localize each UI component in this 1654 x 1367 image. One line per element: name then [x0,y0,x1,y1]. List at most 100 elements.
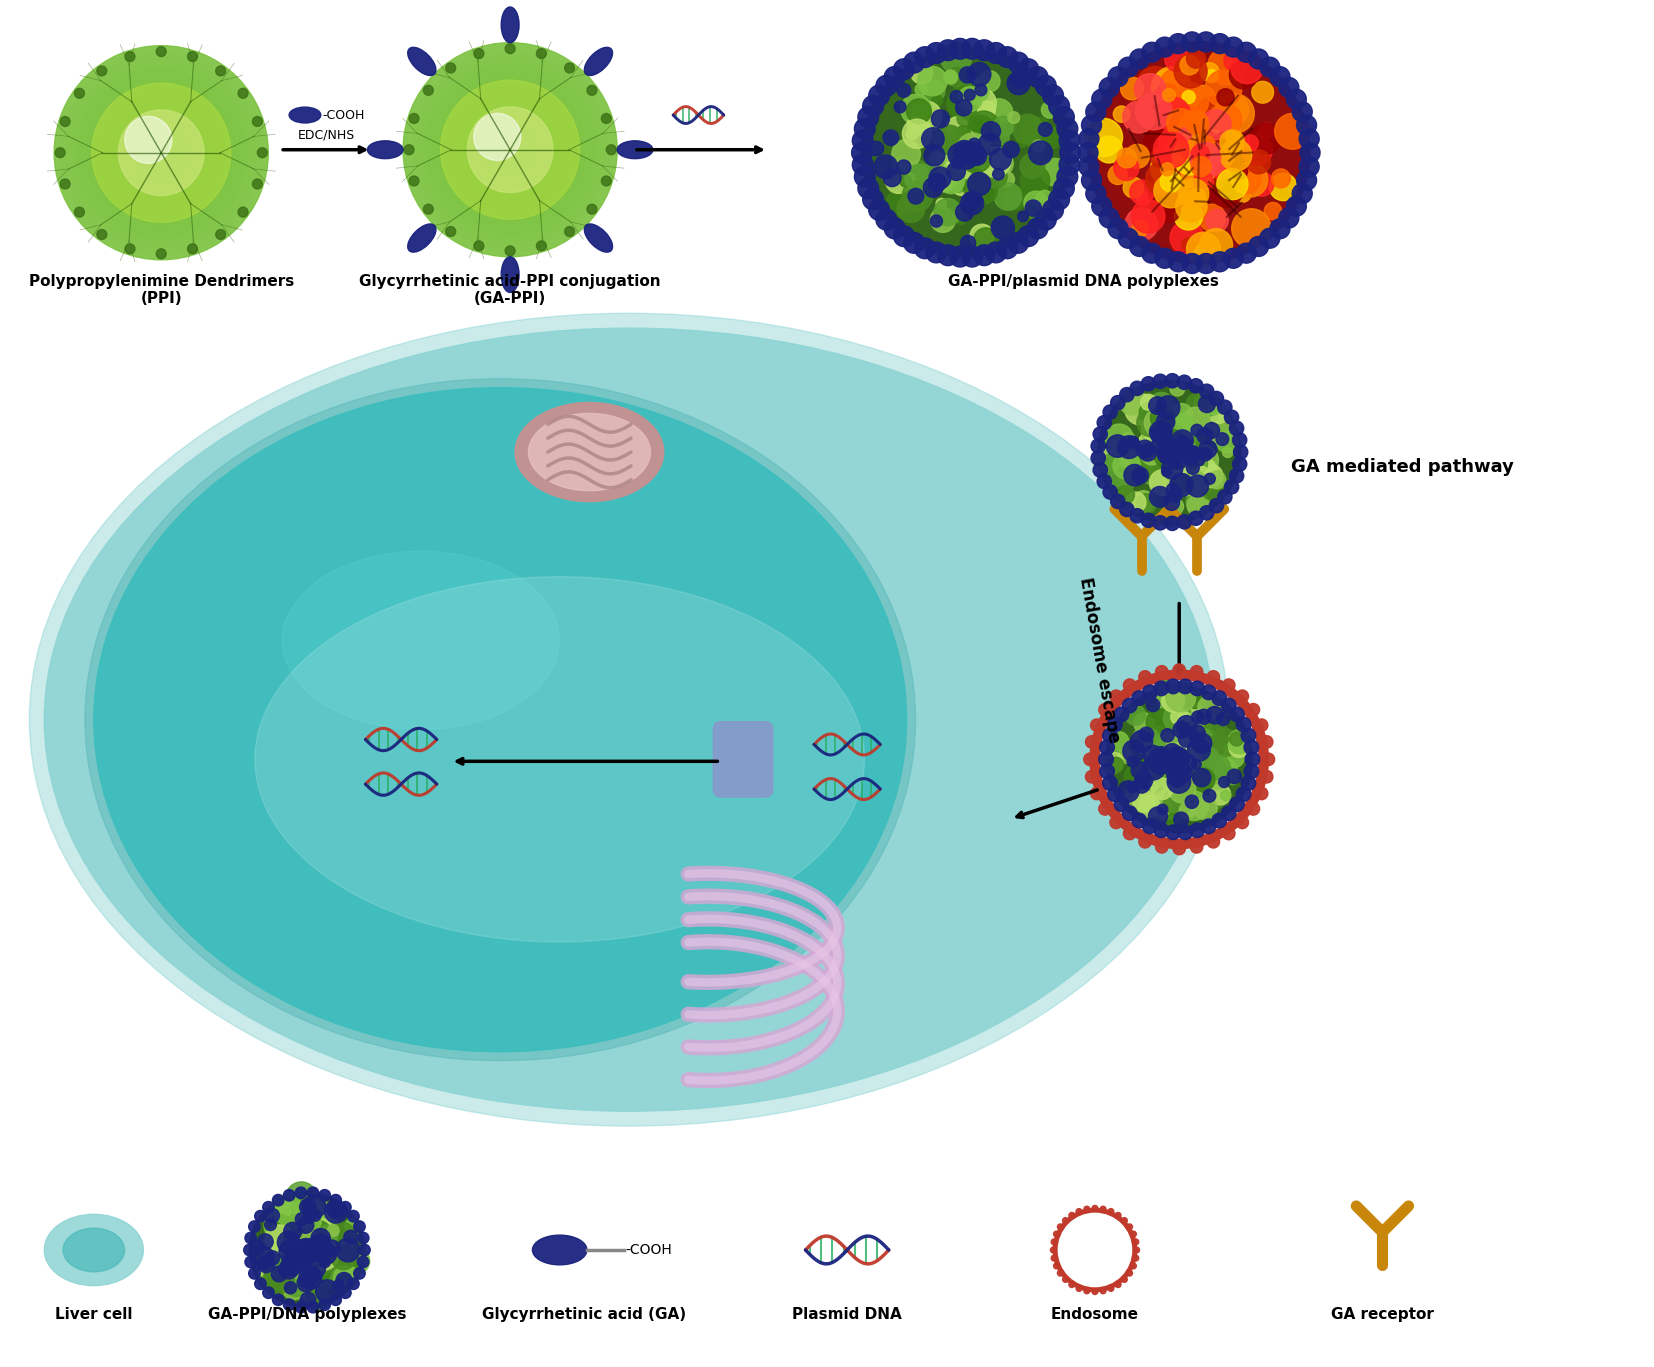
Circle shape [1174,435,1189,451]
Circle shape [1133,1247,1140,1254]
Circle shape [1206,755,1231,779]
Circle shape [1224,410,1239,424]
Circle shape [308,1187,319,1199]
Circle shape [1141,421,1161,442]
Circle shape [1209,174,1242,206]
Circle shape [1151,742,1174,766]
Circle shape [119,109,203,195]
Circle shape [1105,457,1118,472]
Circle shape [1143,455,1156,470]
Circle shape [1153,133,1189,168]
Circle shape [1242,135,1259,152]
Circle shape [1158,455,1188,484]
Circle shape [336,1273,352,1289]
Circle shape [1083,753,1097,766]
Circle shape [1002,186,1027,211]
Ellipse shape [409,224,437,252]
Circle shape [1262,753,1275,766]
Circle shape [1252,82,1274,103]
Circle shape [1145,457,1159,470]
Circle shape [1113,452,1140,480]
Circle shape [1097,416,1111,429]
Circle shape [1136,409,1164,436]
Circle shape [1133,461,1145,472]
Circle shape [1131,761,1148,779]
Text: GA-PPI/DNA polyplexes: GA-PPI/DNA polyplexes [208,1307,407,1322]
Circle shape [404,145,414,154]
Circle shape [447,63,455,72]
Circle shape [1188,738,1211,761]
Circle shape [303,1218,329,1244]
Circle shape [1249,49,1269,68]
Circle shape [311,1229,331,1248]
Circle shape [1029,141,1052,164]
Circle shape [273,1196,303,1225]
Circle shape [1169,381,1184,396]
Circle shape [1216,431,1239,452]
Circle shape [1161,452,1176,469]
Circle shape [1161,733,1178,750]
Circle shape [1007,52,1029,72]
Circle shape [344,1218,361,1234]
Text: GA mediated pathway: GA mediated pathway [1290,458,1513,476]
Circle shape [1287,89,1307,109]
Circle shape [964,89,976,100]
Circle shape [958,133,989,164]
Circle shape [1189,727,1212,752]
Circle shape [1179,179,1209,209]
Circle shape [906,164,938,195]
Circle shape [91,83,232,223]
Circle shape [1199,153,1219,172]
Circle shape [1279,208,1298,228]
Circle shape [1107,435,1128,458]
Circle shape [303,1245,313,1255]
Circle shape [1108,219,1128,239]
Circle shape [1209,34,1231,53]
Circle shape [1229,60,1259,89]
Circle shape [971,154,991,175]
Circle shape [1158,730,1179,752]
Circle shape [1057,1223,1064,1230]
Circle shape [1176,424,1202,451]
Circle shape [1085,119,1123,157]
Circle shape [1211,785,1231,805]
Circle shape [961,142,991,172]
Circle shape [1039,127,1060,149]
Circle shape [1227,770,1242,783]
Circle shape [250,1240,265,1255]
Circle shape [215,66,225,75]
Circle shape [885,67,905,87]
Circle shape [930,150,946,168]
Circle shape [1032,139,1045,152]
Circle shape [334,1266,357,1289]
Circle shape [1212,690,1227,705]
Circle shape [1153,681,1179,707]
Circle shape [276,1233,288,1243]
Circle shape [298,1232,313,1247]
Circle shape [1120,433,1135,450]
Circle shape [949,172,974,195]
Circle shape [1158,685,1186,712]
Circle shape [976,83,987,96]
Circle shape [1154,759,1168,772]
Circle shape [309,1210,321,1221]
Circle shape [587,204,597,215]
Circle shape [946,67,966,87]
Circle shape [1260,735,1274,748]
Circle shape [1186,115,1204,134]
Circle shape [1161,729,1174,742]
Circle shape [331,1251,359,1280]
Circle shape [536,49,546,59]
Circle shape [901,160,913,172]
Circle shape [1264,202,1282,220]
Circle shape [1179,738,1202,761]
Circle shape [296,1278,311,1293]
Circle shape [1130,49,1150,68]
Circle shape [1148,396,1166,414]
Circle shape [1039,123,1052,137]
Circle shape [1166,752,1191,776]
Circle shape [1108,718,1121,731]
Circle shape [293,1202,304,1214]
Circle shape [1113,107,1130,122]
Circle shape [298,1243,316,1260]
